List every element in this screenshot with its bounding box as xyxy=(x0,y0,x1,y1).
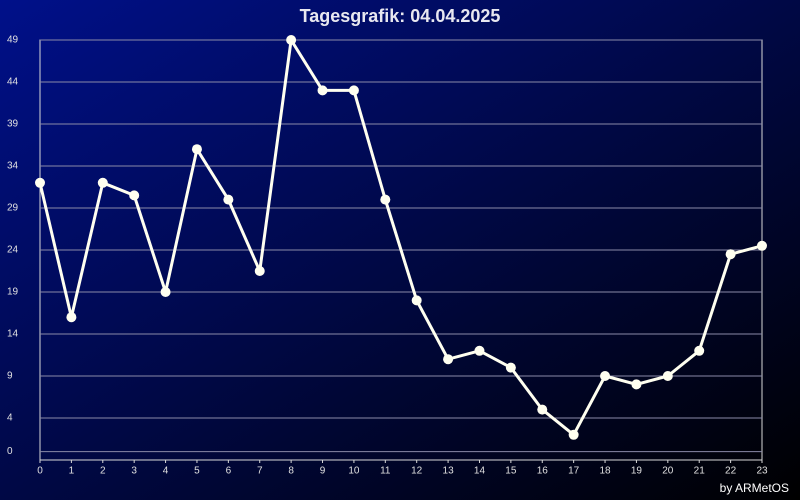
x-tick-label: 5 xyxy=(194,466,200,477)
point xyxy=(725,249,736,260)
y-tick-label: 29 xyxy=(7,203,19,214)
y-tick-label: 39 xyxy=(7,119,19,130)
y-tick-label: 4 xyxy=(7,413,13,424)
x-tick-label: 1 xyxy=(69,466,75,477)
x-tick-label: 8 xyxy=(288,466,294,477)
x-tick-label: 14 xyxy=(474,466,486,477)
point xyxy=(505,362,516,373)
point xyxy=(662,371,673,381)
point xyxy=(35,177,45,188)
x-tick-label: 11 xyxy=(380,466,391,477)
x-tick-label: 15 xyxy=(505,466,517,477)
point xyxy=(254,266,265,276)
point xyxy=(411,295,422,306)
point xyxy=(568,429,579,440)
x-tick-label: 23 xyxy=(756,466,768,477)
point xyxy=(537,404,548,415)
x-tick-label: 16 xyxy=(537,466,549,477)
x-tick-label: 2 xyxy=(100,466,106,477)
point xyxy=(129,190,140,201)
y-tick-label: 19 xyxy=(7,287,19,298)
point xyxy=(66,312,77,323)
point xyxy=(443,354,454,365)
x-tick-label: 9 xyxy=(320,466,326,477)
y-tick-label: 24 xyxy=(7,245,19,256)
y-tick-label: 34 xyxy=(7,161,19,172)
point xyxy=(97,177,108,188)
point xyxy=(160,287,171,297)
y-tick-label: 0 xyxy=(7,446,13,457)
point xyxy=(380,194,391,205)
point xyxy=(757,240,767,251)
line xyxy=(38,38,763,437)
x-tick-label: 20 xyxy=(662,466,674,477)
x-tick-label: 22 xyxy=(725,466,737,477)
y-tick-label: 9 xyxy=(7,371,13,382)
point xyxy=(191,144,202,155)
point xyxy=(631,379,642,390)
chart-title: Tagesgrafik: 04.04.2025 xyxy=(300,6,501,26)
point xyxy=(474,345,485,356)
x-tick-label: 0 xyxy=(37,466,43,477)
x-tick-label: 17 xyxy=(568,466,580,477)
x-tick-label: 10 xyxy=(348,466,360,477)
x-tick-label: 18 xyxy=(599,466,611,477)
x-tick-label: 6 xyxy=(226,466,232,477)
x-tick-label: 21 xyxy=(694,466,706,477)
point xyxy=(348,85,359,96)
x-tick-label: 12 xyxy=(411,466,423,477)
point xyxy=(694,345,705,356)
credit: by ARMetOS xyxy=(720,481,789,495)
point xyxy=(600,371,611,381)
y-tick-label: 14 xyxy=(7,329,19,340)
x-tick-label: 3 xyxy=(131,466,137,477)
x-tick-label: 19 xyxy=(631,466,643,477)
x-tick-label: 4 xyxy=(163,466,169,477)
point xyxy=(286,35,297,45)
x-tick-label: 7 xyxy=(257,466,263,477)
point xyxy=(317,85,328,96)
point xyxy=(223,194,234,205)
y-tick-label: 44 xyxy=(7,77,19,88)
y-tick-label: 49 xyxy=(7,35,19,46)
x-tick-label: 13 xyxy=(443,466,455,477)
